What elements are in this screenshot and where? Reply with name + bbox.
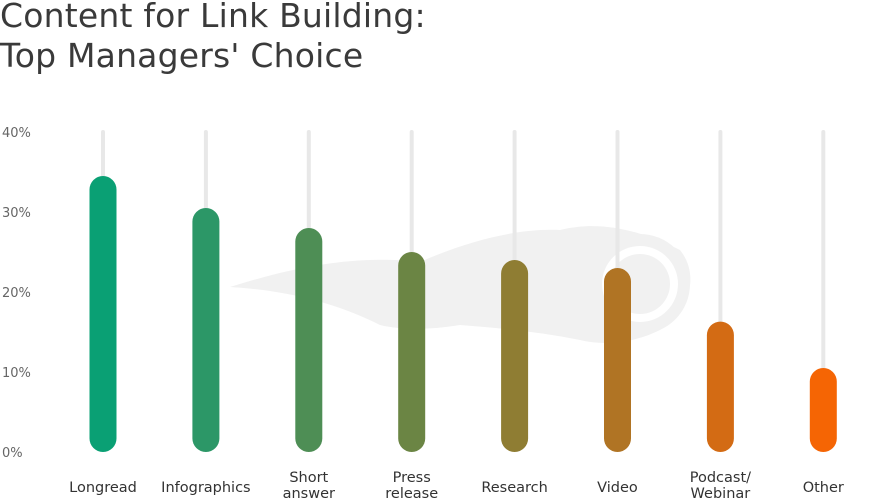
- chart-title: Content for Link Building: Top Managers'…: [0, 0, 426, 76]
- x-tick-label: Infographics: [161, 480, 250, 496]
- bar-other: [809, 368, 837, 452]
- bar-press-release: [398, 252, 426, 452]
- bar-longread: [89, 176, 117, 452]
- y-tick-label: 40%: [2, 126, 31, 141]
- bar-research: [501, 260, 529, 452]
- chart-title-line-2: Top Managers' Choice: [0, 36, 364, 75]
- x-tick-label: Other: [803, 480, 844, 496]
- x-tick-label: Short: [289, 470, 328, 486]
- x-tick-label: Press: [393, 470, 431, 486]
- y-tick-label: 0%: [2, 446, 23, 461]
- x-tick-label: answer: [283, 486, 335, 501]
- x-tick-label: Webinar: [691, 486, 751, 501]
- x-tick-label: release: [385, 486, 438, 501]
- bar-podcast-webinar: [706, 321, 734, 452]
- y-tick-label: 10%: [2, 366, 31, 381]
- x-tick-label: Research: [481, 480, 548, 496]
- x-tick-label: Video: [597, 480, 638, 496]
- bar-video: [604, 268, 631, 452]
- bar-infographics: [192, 208, 220, 452]
- y-tick-label: 30%: [2, 206, 31, 221]
- chart-title-line-1: Content for Link Building:: [0, 0, 426, 35]
- x-tick-label: Podcast/: [690, 470, 751, 486]
- bar-short-answer: [295, 228, 323, 452]
- x-tick-label: Longread: [69, 480, 137, 496]
- y-tick-label: 20%: [2, 286, 31, 301]
